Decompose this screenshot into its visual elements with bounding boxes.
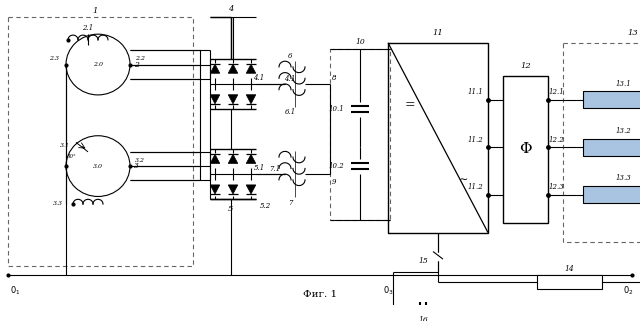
Text: 2.2: 2.2	[135, 56, 145, 61]
Polygon shape	[210, 64, 220, 73]
Text: 5.1: 5.1	[253, 164, 264, 172]
Text: Φ: Φ	[519, 143, 532, 157]
Bar	[583, 91, 640, 108]
Text: 12.1: 12.1	[548, 88, 564, 96]
Text: 8: 8	[332, 74, 337, 82]
Text: 13: 13	[628, 29, 638, 37]
Polygon shape	[246, 64, 256, 73]
Text: 13.3: 13.3	[615, 174, 631, 182]
Text: 16: 16	[418, 316, 428, 321]
Bar	[8, 17, 193, 266]
Text: ∼: ∼	[460, 175, 468, 185]
Text: 2.1: 2.1	[83, 24, 93, 32]
Text: 11.2: 11.2	[467, 135, 483, 143]
Text: 10.1: 10.1	[328, 105, 344, 113]
Bar	[537, 275, 602, 290]
Polygon shape	[246, 95, 256, 104]
Text: 2.0: 2.0	[93, 62, 103, 67]
Text: Фиг. 1: Фиг. 1	[303, 290, 337, 299]
Polygon shape	[210, 95, 220, 104]
Polygon shape	[228, 154, 238, 163]
Text: 10: 10	[355, 38, 365, 46]
Text: 11.1: 11.1	[467, 88, 483, 96]
Text: 12: 12	[520, 63, 531, 70]
Text: 7.1: 7.1	[269, 165, 280, 173]
Polygon shape	[228, 95, 238, 104]
Text: 6.1: 6.1	[284, 108, 296, 117]
Text: 30°: 30°	[67, 154, 77, 159]
Text: $0_2$: $0_2$	[623, 284, 634, 297]
Text: 12.3: 12.3	[548, 183, 564, 191]
Text: 11.2: 11.2	[467, 183, 483, 191]
Text: 4.1: 4.1	[253, 74, 264, 82]
Text: 11: 11	[433, 29, 444, 37]
Text: 15: 15	[419, 257, 428, 265]
Polygon shape	[210, 154, 220, 163]
Text: 3.3: 3.3	[53, 201, 63, 206]
Text: 13.1: 13.1	[615, 80, 631, 88]
Text: 5: 5	[228, 205, 234, 213]
Polygon shape	[246, 154, 256, 163]
Bar	[330, 49, 390, 220]
Text: 3.2: 3.2	[135, 158, 145, 163]
Text: 13.2: 13.2	[615, 127, 631, 135]
Text: 2.3: 2.3	[49, 56, 59, 61]
Text: 4.1: 4.1	[284, 75, 296, 83]
Bar	[583, 139, 640, 156]
Bar	[503, 76, 548, 223]
Text: =: =	[404, 98, 415, 111]
Text: 5.2: 5.2	[259, 202, 271, 210]
Text: 7: 7	[288, 199, 292, 207]
Text: $0_1$: $0_1$	[10, 284, 20, 297]
Text: 3: 3	[134, 162, 138, 170]
Text: 12.2: 12.2	[548, 135, 564, 143]
Text: 6: 6	[288, 52, 292, 59]
Bar	[583, 186, 640, 203]
Text: 3.1: 3.1	[60, 143, 70, 148]
Bar	[388, 43, 488, 232]
Text: 9: 9	[332, 178, 337, 186]
Polygon shape	[228, 185, 238, 194]
Polygon shape	[210, 185, 220, 194]
Text: 10.2: 10.2	[328, 162, 344, 170]
Text: 14: 14	[564, 265, 574, 273]
Text: 4: 4	[228, 5, 234, 13]
Text: $0_3$: $0_3$	[383, 284, 394, 297]
Polygon shape	[246, 185, 256, 194]
Text: 1: 1	[92, 7, 98, 15]
Bar	[563, 43, 640, 242]
Text: 3.0: 3.0	[93, 164, 103, 169]
Polygon shape	[228, 64, 238, 73]
Text: 2: 2	[134, 61, 138, 69]
